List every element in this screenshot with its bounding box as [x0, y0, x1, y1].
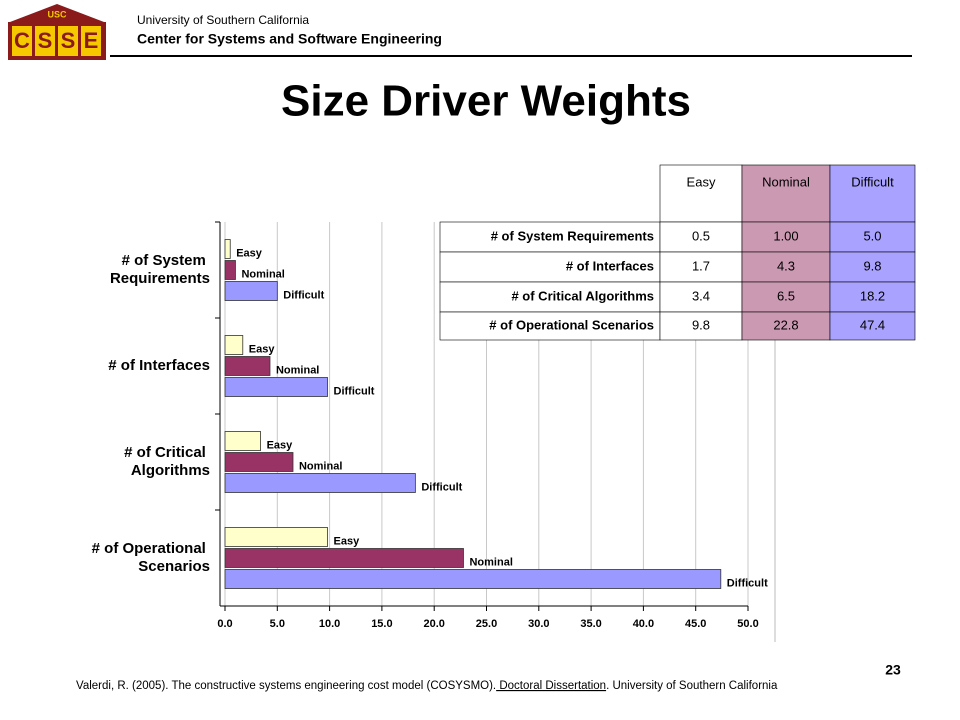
- category-label: # of Critical Algorithms: [124, 444, 210, 479]
- table-cell-bg: [741, 221, 831, 253]
- bar-series-label: Easy: [267, 440, 294, 452]
- logo-roof: [10, 4, 104, 22]
- university: University of Southern California: [137, 13, 309, 27]
- bar-series-label: Difficult: [727, 578, 768, 590]
- table-cell: 4.3: [777, 258, 795, 273]
- bar: [224, 452, 294, 472]
- x-tick-label: 10.0: [319, 618, 340, 630]
- table-cell-bg: [659, 251, 743, 283]
- bar-series-label: Easy: [334, 536, 361, 548]
- logo-letter: S: [61, 28, 76, 53]
- x-tick-label: 45.0: [685, 618, 706, 630]
- table-header-cell: [829, 164, 916, 223]
- bar: [224, 473, 416, 493]
- bar: [224, 527, 328, 547]
- logo-letter: C: [14, 28, 30, 53]
- bar: [224, 377, 328, 397]
- x-tick-label: 35.0: [580, 618, 601, 630]
- bar: [224, 239, 231, 259]
- table-cell: 1.7: [692, 258, 710, 273]
- table-cell: 1.00: [773, 228, 798, 243]
- bar-series-label: Easy: [236, 248, 263, 260]
- logo-tile: [35, 26, 55, 56]
- bar-series-label: Difficult: [283, 290, 324, 302]
- logo-tile: [81, 26, 101, 56]
- table-cell: 18.2: [860, 288, 885, 303]
- table-cell-bg: [829, 281, 916, 313]
- table-cell-bg: [829, 221, 916, 253]
- bar: [224, 569, 722, 589]
- bar: [224, 281, 278, 301]
- logo-letter: E: [84, 28, 99, 53]
- table-cell-bg: [439, 221, 661, 253]
- bar: [224, 431, 261, 451]
- x-tick-label: 30.0: [528, 618, 549, 630]
- table-row-label: # of Operational Scenarios: [489, 317, 654, 332]
- x-tick-label: 20.0: [423, 618, 444, 630]
- table-header-cell: [741, 164, 831, 223]
- table-cell: 0.5: [692, 228, 710, 243]
- logo: USC C S S E: [8, 4, 106, 60]
- table-row-label: # of Critical Algorithms: [511, 288, 654, 303]
- logo-usc: USC: [47, 9, 67, 19]
- table-header: Easy: [687, 174, 716, 189]
- bar-series-label: Easy: [249, 344, 276, 356]
- x-tick-label: 5.0: [270, 618, 285, 630]
- table-header: Difficult: [851, 174, 894, 189]
- logo-tile: [58, 26, 78, 56]
- category-label: # of Operational Scenarios: [92, 540, 210, 575]
- bar: [224, 335, 244, 355]
- table-cell: 9.8: [692, 317, 710, 332]
- table-row-label: # of System Requirements: [491, 228, 654, 243]
- table-header: Nominal: [762, 174, 810, 189]
- x-tick-label: 40.0: [633, 618, 654, 630]
- bar-series-label: Difficult: [421, 482, 462, 494]
- bar-series-label: Nominal: [299, 461, 342, 473]
- table-cell-bg: [659, 221, 743, 253]
- bar: [224, 260, 236, 280]
- x-tick-label: 25.0: [476, 618, 497, 630]
- bar: [224, 356, 271, 376]
- table-cell-bg: [829, 251, 916, 283]
- table-cell-bg: [829, 311, 916, 341]
- x-tick-label: 15.0: [371, 618, 392, 630]
- table-cell-bg: [741, 311, 831, 341]
- bar-series-label: Difficult: [334, 386, 375, 398]
- bar-series-label: Nominal: [469, 557, 512, 569]
- table-cell: 3.4: [692, 288, 710, 303]
- citation-text: . University of Southern California: [606, 680, 778, 692]
- table-cell: 5.0: [863, 228, 881, 243]
- x-tick-label: 0.0: [217, 618, 232, 630]
- table-cell: 47.4: [860, 317, 885, 332]
- table-cell-bg: [659, 281, 743, 313]
- bar-series-label: Nominal: [276, 365, 319, 377]
- x-tick-label: 50.0: [737, 618, 758, 630]
- page-number: 23: [885, 662, 901, 678]
- table-cell: 6.5: [777, 288, 795, 303]
- logo-letter: S: [38, 28, 53, 53]
- citation-text: Valerdi, R. (2005). The constructive sys…: [76, 680, 496, 692]
- bar-series-label: Nominal: [241, 269, 284, 281]
- table-cell: 22.8: [773, 317, 798, 332]
- category-label: # of Interfaces: [108, 357, 210, 374]
- table-row-label: # of Interfaces: [566, 258, 654, 273]
- bar: [224, 548, 464, 568]
- logo-tile: [12, 26, 32, 56]
- citation-link: Doctoral Dissertation: [496, 680, 606, 692]
- table-cell: 9.8: [863, 258, 881, 273]
- table-cell-bg: [741, 251, 831, 283]
- slide-title: Size Driver Weights: [281, 77, 691, 126]
- center-name: Center for Systems and Software Engineer…: [137, 31, 442, 47]
- category-label: # of System Requirements: [110, 252, 210, 287]
- table-cell-bg: [439, 311, 661, 341]
- citation: Valerdi, R. (2005). The constructive sys…: [76, 680, 778, 692]
